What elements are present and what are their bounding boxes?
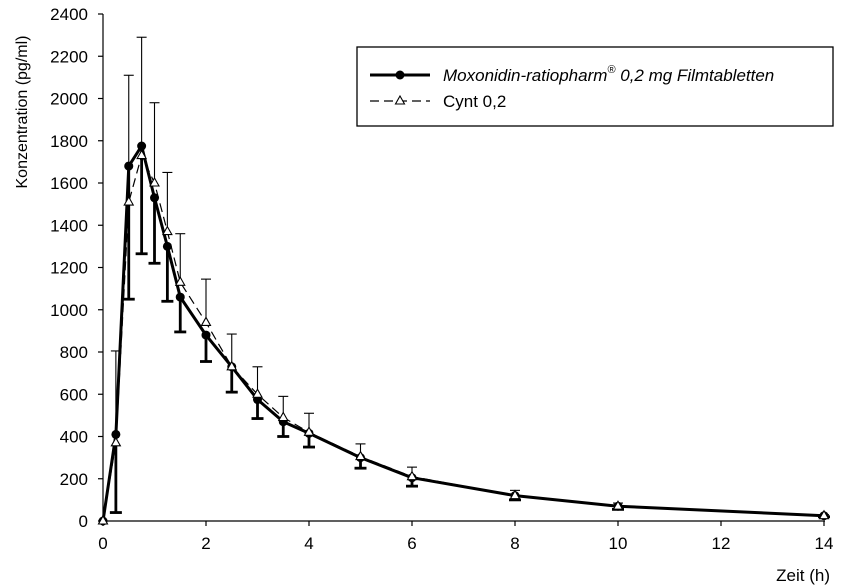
data-point-cynt: [509, 489, 521, 500]
y-tick-label: 800: [60, 343, 88, 362]
legend-box: [356, 46, 834, 127]
data-point-cynt: [406, 470, 418, 481]
registered-mark: ®: [607, 64, 616, 76]
series-line-moxonidin: [101, 144, 825, 522]
y-tick-label: 600: [60, 385, 88, 404]
y-tick-label: 200: [60, 470, 88, 489]
y-tick-label: 1400: [50, 216, 88, 235]
data-point-moxonidin: [162, 241, 172, 251]
errorbars-moxonidin: [109, 146, 830, 519]
data-point-moxonidin: [124, 161, 134, 171]
series-line-cynt: [102, 154, 825, 522]
y-tick-label: 0: [79, 512, 88, 531]
data-point-moxonidin: [150, 193, 159, 203]
y-axis-label: Konzentration (pg/ml): [14, 36, 31, 189]
data-point-cynt: [149, 176, 160, 187]
y-tick-label: 400: [60, 428, 88, 447]
legend-label-cynt: Cynt 0,2: [443, 92, 506, 111]
data-point-cynt: [174, 276, 186, 286]
legend: Moxonidin-ratiopharm® 0,2 mg Filmtablett…: [356, 46, 834, 127]
data-point-cynt: [97, 514, 109, 525]
data-point-cynt: [252, 388, 263, 398]
x-tick-label: 6: [407, 534, 416, 553]
markers-cynt: [97, 149, 830, 525]
legend-entry-moxonidin: Moxonidin-ratiopharm® 0,2 mg Filmtablett…: [370, 64, 774, 85]
y-tick-label: 1000: [50, 301, 88, 320]
data-point-cynt: [161, 225, 173, 236]
data-point-moxonidin: [111, 429, 121, 439]
markers-moxonidin: [98, 141, 829, 526]
x-axis-label: Zeit (h): [776, 566, 830, 585]
data-point-cynt: [612, 500, 624, 510]
data-point-cynt: [200, 316, 212, 326]
x-tick-label: 2: [201, 534, 210, 553]
legend-marker-cynt: [394, 94, 406, 105]
x-tick-label: 12: [712, 534, 731, 553]
x-tick-label: 0: [98, 534, 107, 553]
legend-marker-moxonidin: [395, 70, 405, 80]
data-point-cynt: [818, 509, 830, 520]
x-tick-label: 10: [609, 534, 628, 553]
data-point-cynt: [226, 360, 238, 371]
x-axis-ticks: 0 2 4 6 8 10 12 14: [98, 521, 833, 553]
data-point-cynt: [303, 426, 315, 436]
x-tick-label: 14: [815, 534, 834, 553]
data-point-moxonidin: [201, 330, 211, 340]
y-tick-label: 2200: [50, 47, 88, 66]
data-point-cynt: [136, 149, 148, 160]
y-tick-label: 2400: [50, 5, 88, 24]
legend-label-moxonidin: Moxonidin-ratiopharm® 0,2 mg Filmtablett…: [443, 64, 774, 85]
y-tick-label: 1200: [50, 259, 88, 278]
data-point-cynt: [277, 411, 289, 422]
data-point-cynt: [355, 450, 366, 461]
data-point-cynt: [123, 195, 135, 206]
data-point-moxonidin: [137, 141, 147, 151]
x-tick-label: 8: [510, 534, 519, 553]
legend-entry-cynt: Cynt 0,2: [370, 92, 506, 111]
y-tick-label: 2000: [50, 90, 88, 109]
x-tick-label: 4: [304, 534, 313, 553]
y-axis-ticks: 0 200 400 600 800 1000 1200 1400 1600 1800 2000 220…: [50, 5, 103, 531]
y-tick-label: 1800: [50, 132, 88, 151]
y-tick-label: 1600: [50, 174, 88, 193]
data-point-cynt: [110, 436, 122, 447]
data-point-moxonidin: [175, 292, 185, 302]
plot-area: [97, 36, 830, 526]
